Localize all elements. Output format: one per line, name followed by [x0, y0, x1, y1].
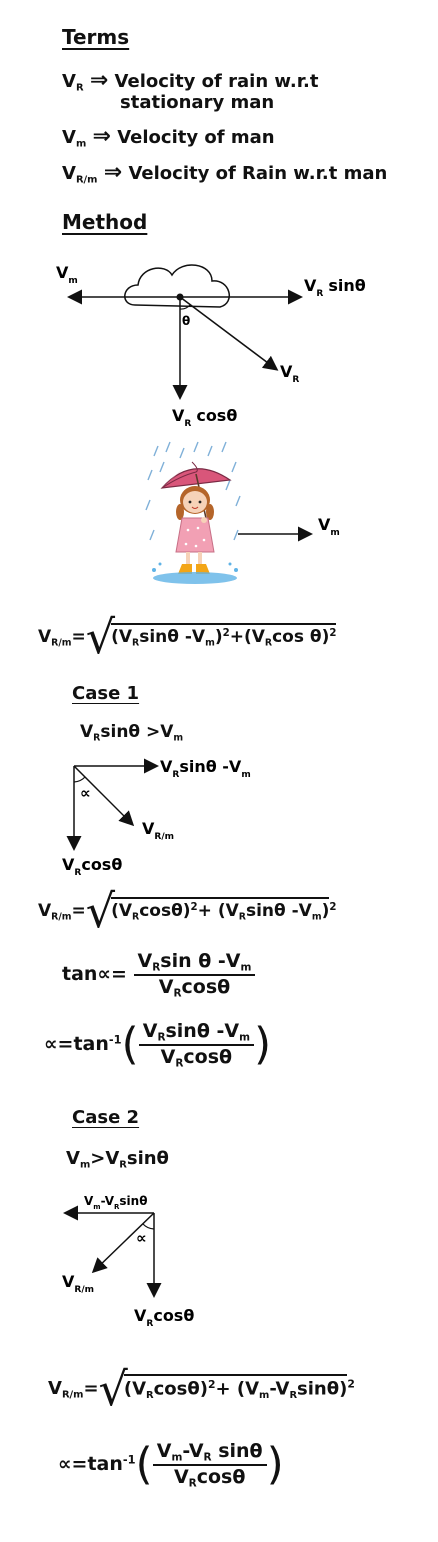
cloud-icon: [124, 264, 230, 308]
case1-formula-alpha: ∝=tan-1( VRsinθ -Vm VRcosθ ): [44, 1018, 272, 1070]
term-vrm-symbol: V: [62, 163, 76, 184]
case1-heading: Case 1: [72, 683, 140, 704]
sqrt-icon: √: [85, 610, 116, 664]
case1-alpha-arc: [73, 776, 86, 783]
term-vm: Vm ⇒ Velocity of man: [62, 124, 275, 149]
rain-icon: [145, 441, 241, 541]
term-vr-text: Velocity of rain w.r.t: [114, 71, 319, 92]
vr-sin-label: VR sinθ: [304, 276, 366, 299]
girl-umbrella-illustration: [145, 441, 241, 584]
theta-label: θ: [182, 314, 190, 328]
case2-alpha: ∝: [136, 1229, 147, 1247]
term-vrm: VR/m ⇒ Velocity of Rain w.r.t man: [62, 160, 387, 185]
vr-cos-label: VR cosθ: [172, 406, 237, 429]
implies-arrow: ⇒: [92, 124, 111, 149]
case1-formula-mag: VR/m=√ (VRcosθ)2+ (VRsinθ -Vm)2: [38, 884, 337, 938]
term-vrm-text: Velocity of Rain w.r.t man: [128, 163, 388, 184]
girl-vm-label: Vm: [318, 515, 340, 538]
case2-down-label: VRcosθ: [134, 1306, 194, 1329]
girl-vm-arrow-group: Vm: [238, 515, 340, 542]
term-vrm-sub: R/m: [75, 174, 98, 186]
term-vm-text: Velocity of man: [117, 127, 275, 148]
vr-label: VR: [280, 362, 299, 385]
case2-diagram: Vm-VRsinθ ∝ VR/m VRcosθ: [62, 1194, 194, 1329]
case2-formula-alpha: ∝=tan-1( Vm-VR sinθ VRcosθ ): [58, 1438, 284, 1490]
term-vr-symbol: V: [62, 71, 76, 92]
case1-alpha-fraction: VRsinθ -Vm VRcosθ: [138, 1020, 254, 1069]
case1-formula-tan: tan∝= VRsin θ -Vm VRcosθ: [62, 950, 256, 999]
case2-condition: Vm>VRsinθ: [66, 1148, 169, 1171]
case2-formula-mag: VR/m=√ (VRcosθ)2+ (Vm-VRsinθ)2: [48, 1362, 355, 1416]
sqrt-icon: √: [85, 884, 116, 938]
case2-heading: Case 2: [72, 1107, 140, 1128]
implies-arrow: ⇒: [89, 68, 109, 93]
case1-right-label: VRsinθ -Vm: [160, 757, 251, 780]
case1-diag-arrow: [73, 765, 135, 827]
implies-arrow: ⇒: [103, 160, 123, 185]
method-heading: Method: [62, 210, 148, 234]
case1-down-label: VRcosθ: [62, 855, 122, 878]
case1-alpha: ∝: [80, 784, 91, 802]
term-vm-sub: m: [75, 138, 87, 150]
term-vr-sub: R: [75, 82, 84, 94]
case2-alpha-arc: [142, 1223, 155, 1230]
term-vm-symbol: V: [62, 127, 76, 148]
case2-top-label: Vm-VRsinθ: [84, 1194, 147, 1211]
method-formula: VR/m=√ (VRsinθ -Vm)2+(VRcos θ)2: [38, 610, 337, 664]
origin-dot: [176, 293, 184, 301]
case1-condition: VRsinθ >Vm: [80, 722, 184, 744]
term-vr: VR ⇒ Velocity of rain w.r.t: [62, 68, 319, 93]
case1-diagram: VRsinθ -Vm ∝ VR/m VRcosθ: [62, 757, 251, 878]
method-diagram: Vm VR sinθ θ VR VR cosθ: [56, 263, 366, 429]
case1-diag-label: VR/m: [142, 819, 174, 842]
case1-tan-fraction: VRsin θ -Vm VRcosθ: [133, 950, 256, 999]
vm-left-label: Vm: [56, 263, 78, 286]
case2-alpha-fraction: Vm-VR sinθ VRcosθ: [152, 1440, 267, 1489]
sqrt-icon: √: [98, 1362, 128, 1416]
theta-arc: [179, 304, 191, 310]
term-vr-text-line2: stationary man: [120, 92, 275, 113]
terms-heading: Terms: [62, 25, 130, 49]
vr-arrow: [179, 296, 279, 371]
case2-diag-label: VR/m: [62, 1272, 94, 1295]
case2-diag-arrow: [91, 1212, 155, 1274]
